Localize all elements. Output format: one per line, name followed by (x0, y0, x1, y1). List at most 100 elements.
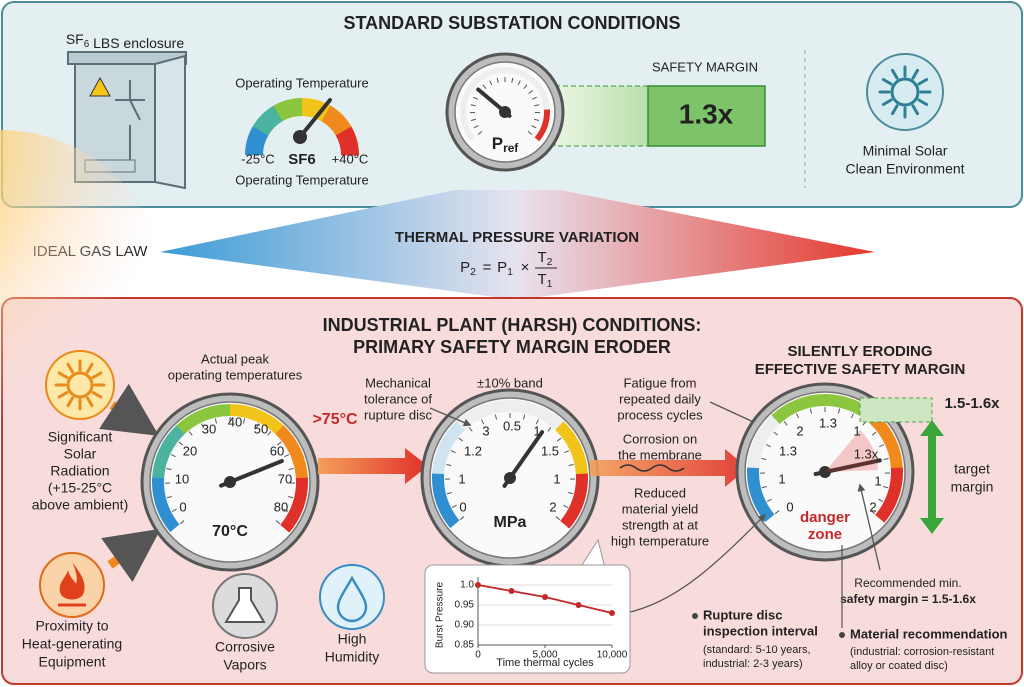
y-axis-label: Burst Pressure (435, 581, 446, 648)
gauge-scale-label: 1.3 (819, 415, 837, 430)
gauge-tick (531, 96, 537, 100)
gauge-tick (458, 437, 464, 442)
gauge-tick (871, 431, 877, 436)
solar-sun-ray (66, 396, 74, 408)
gauge-tick (523, 84, 528, 90)
label: strength at at (622, 517, 698, 532)
label: Corrosive (215, 639, 275, 655)
gauge-scale-label: 30 (202, 421, 216, 436)
gauge-tick (870, 510, 876, 515)
warning-sign (89, 76, 111, 97)
gauge-scale-label: 0 (786, 499, 793, 514)
label: P1 (497, 259, 513, 278)
x-axis-label: Time thermal cycles (496, 657, 594, 669)
margin-box (647, 85, 766, 147)
label: Vapors (223, 657, 266, 673)
chart-box (424, 564, 631, 674)
gauge-tick (468, 427, 473, 432)
gauge-arc (275, 425, 308, 479)
gauge-scale-label: 0.5 (503, 418, 521, 433)
gauge-scale-label: 1 (853, 423, 860, 438)
gauge-scale-label: 50 (254, 421, 268, 436)
label: Proximity to (35, 618, 108, 634)
gauge-tick (527, 130, 533, 135)
label: High (338, 631, 367, 647)
gauge-scale-label: 20 (183, 443, 197, 458)
label: (industrial: corrosion-resistant (850, 646, 994, 658)
tolerance-arrow (429, 407, 472, 427)
gauge-hub (819, 466, 831, 478)
gauge-tick (470, 118, 477, 121)
label: operating temperatures (168, 367, 303, 382)
label: Radiation (50, 463, 109, 479)
label: × (521, 259, 530, 276)
solar-sun-ray (57, 371, 69, 379)
gauge-arc (771, 394, 826, 425)
label: T1 (537, 271, 552, 290)
gauge-tick (564, 450, 570, 454)
heat-arrow (101, 528, 161, 583)
gauge-tick (166, 496, 172, 499)
label: T2 (537, 249, 552, 268)
gauge-scale-label: 1 (458, 471, 465, 486)
gauge-tick (568, 492, 574, 495)
gauge-scale-label: 1.5 (541, 443, 559, 458)
label: = (483, 259, 492, 276)
gauge-tick (761, 486, 767, 489)
label: margin (951, 479, 994, 495)
gauge-tick (809, 408, 812, 414)
gauge-tick (276, 441, 282, 446)
flask-icon (224, 587, 266, 623)
gauge-tick (243, 418, 246, 424)
text-part: SF (66, 31, 84, 47)
gauge-tick (531, 125, 537, 129)
gauge-tick (283, 508, 289, 512)
gauge-tick (563, 504, 569, 508)
gauge-scale-label: 1.2 (464, 443, 482, 458)
label: Reduced (634, 485, 686, 500)
data-point (575, 602, 582, 608)
gauge-arc (747, 466, 775, 523)
label: tolerance of (364, 391, 432, 406)
gauge-scale-label: 1 (553, 471, 560, 486)
subscript: 6 (84, 39, 90, 50)
gauge-scale-label: 1.3 (779, 443, 797, 458)
y-tick-label: 0.90 (455, 620, 475, 631)
subscript: 2 (470, 266, 476, 278)
label: (standard: 5-10 years, (703, 644, 811, 656)
label: INDUSTRIAL PLANT (HARSH) CONDITIONS: (323, 315, 702, 335)
temp-gauge-top-label: Operating Temperature (235, 75, 368, 90)
gauge-arc (531, 79, 550, 111)
drop-icon (336, 575, 368, 623)
text-part: T (537, 271, 546, 288)
subscript: 1 (507, 266, 513, 278)
humidity-icon-bg (319, 564, 385, 630)
gauge-tick (766, 498, 772, 502)
gauge-scale-label: 1 (778, 471, 785, 486)
gauge-tick (255, 423, 259, 429)
temp-arc (301, 98, 331, 122)
gauge-arc (460, 79, 479, 110)
label: MPa (494, 514, 527, 531)
gauge-tick (473, 125, 479, 129)
label: SAFETY MARGIN (652, 59, 758, 74)
label: alloy or coated disc) (850, 660, 948, 672)
label: 70°C (212, 523, 248, 540)
label: +40°C (332, 151, 369, 166)
label: Equipment (39, 654, 106, 670)
gauge-tick (494, 414, 497, 420)
gauge-tick (879, 444, 885, 448)
label: Recommended min. (854, 576, 961, 590)
gauge-tick (171, 508, 177, 512)
label: material yield (622, 501, 699, 516)
clean-sun-ray (881, 78, 893, 86)
gauge-scale-label: 10 (175, 471, 189, 486)
x-tick-label: 5,000 (532, 650, 557, 661)
gauge-arc (432, 420, 466, 475)
label: Minimal Solar (863, 143, 948, 159)
label: Clean Environment (845, 161, 964, 177)
clean-sun-ray (911, 104, 919, 116)
gauge-arc (152, 424, 186, 479)
temp-arc (273, 98, 303, 122)
